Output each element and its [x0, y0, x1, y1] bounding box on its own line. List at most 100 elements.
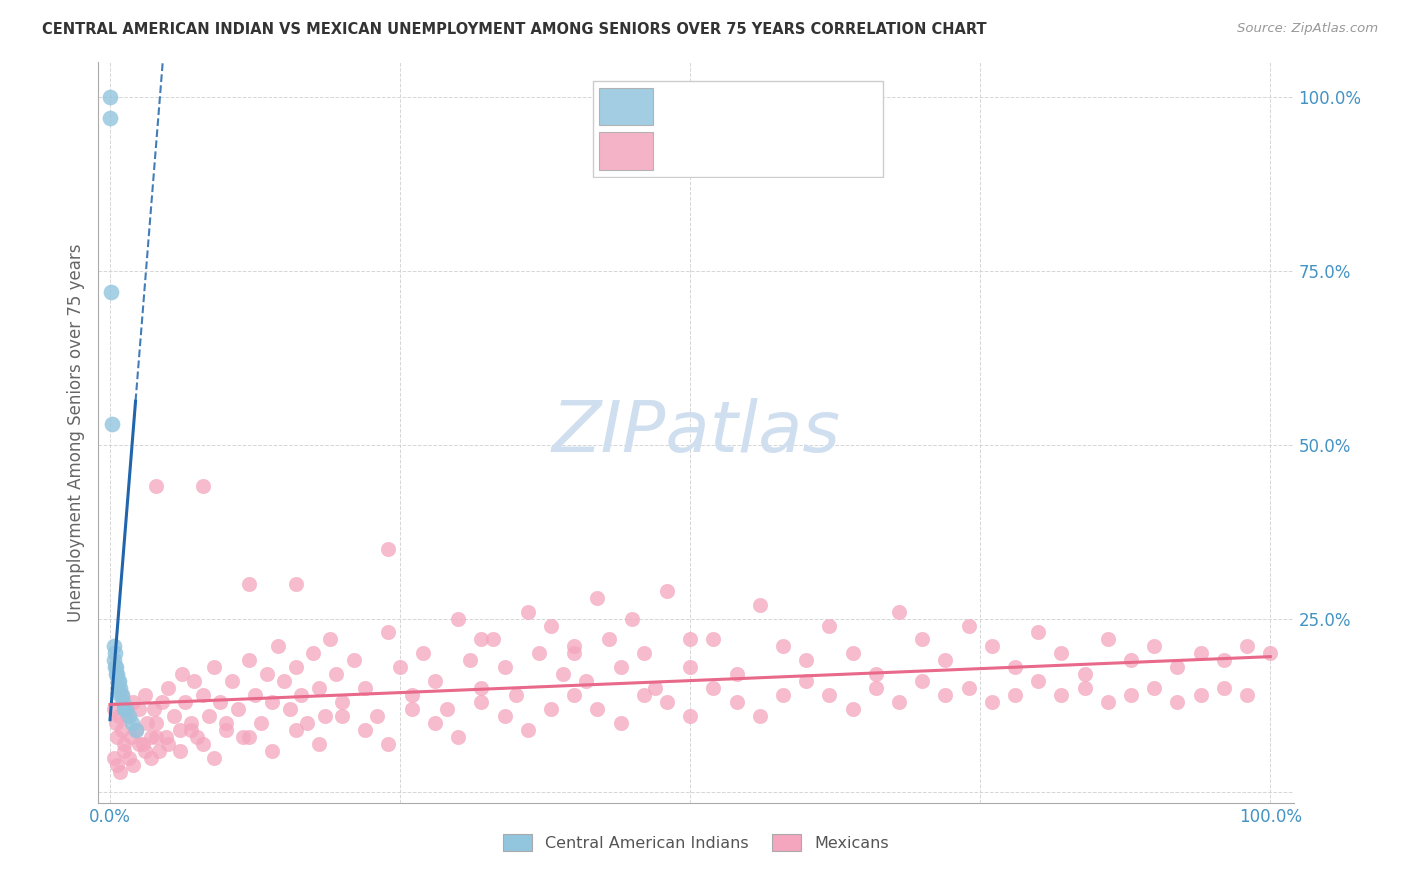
- Point: [150, 695, 173, 709]
- Point: [748, 598, 770, 612]
- Point: [110, 681, 132, 695]
- Point: [238, 653, 260, 667]
- Point: [105, 667, 128, 681]
- Point: [169, 723, 191, 737]
- Point: [1097, 632, 1119, 647]
- Point: [108, 709, 131, 723]
- Point: [98, 111, 121, 125]
- Point: [308, 681, 330, 695]
- Point: [818, 618, 841, 632]
- Point: [104, 715, 127, 730]
- Point: [104, 667, 127, 681]
- Point: [98, 90, 121, 104]
- Point: [314, 709, 336, 723]
- Point: [122, 695, 145, 709]
- Point: [100, 285, 122, 299]
- Point: [377, 542, 399, 557]
- Point: [155, 730, 177, 744]
- Point: [121, 715, 143, 730]
- Point: [191, 688, 214, 702]
- Point: [794, 674, 817, 689]
- Point: [180, 723, 202, 737]
- Point: [540, 702, 562, 716]
- Point: [115, 702, 138, 716]
- Point: [679, 709, 702, 723]
- Point: [865, 667, 887, 681]
- Point: [1212, 653, 1234, 667]
- Text: N = 172: N = 172: [789, 142, 862, 160]
- Point: [494, 709, 516, 723]
- Point: [423, 715, 446, 730]
- Point: [447, 611, 470, 625]
- Point: [232, 730, 254, 744]
- Point: [105, 757, 128, 772]
- Point: [1236, 688, 1258, 702]
- Point: [1004, 660, 1026, 674]
- Point: [238, 577, 260, 591]
- Point: [169, 744, 191, 758]
- Point: [284, 723, 307, 737]
- Point: [1097, 695, 1119, 709]
- Point: [117, 709, 139, 723]
- Text: N =  23: N = 23: [789, 98, 856, 116]
- Point: [865, 681, 887, 695]
- Point: [111, 688, 134, 702]
- Point: [128, 737, 150, 751]
- Point: [1119, 653, 1142, 667]
- Point: [103, 640, 125, 654]
- Point: [104, 660, 127, 674]
- Point: [191, 479, 214, 493]
- Point: [290, 688, 312, 702]
- Point: [841, 702, 863, 716]
- Point: [540, 618, 562, 632]
- Point: [330, 695, 353, 709]
- Point: [278, 702, 301, 716]
- Point: [139, 750, 162, 764]
- Point: [621, 611, 644, 625]
- Point: [250, 715, 273, 730]
- Point: [655, 583, 678, 598]
- Point: [134, 688, 156, 702]
- Point: [183, 674, 205, 689]
- Point: [145, 730, 167, 744]
- Point: [494, 660, 516, 674]
- Point: [598, 632, 620, 647]
- Point: [772, 688, 794, 702]
- Point: [1212, 681, 1234, 695]
- Point: [412, 646, 434, 660]
- Point: [284, 577, 307, 591]
- Point: [887, 695, 910, 709]
- Point: [107, 681, 129, 695]
- Point: [1004, 688, 1026, 702]
- Point: [980, 640, 1002, 654]
- Point: [562, 646, 585, 660]
- Point: [1119, 688, 1142, 702]
- Point: [111, 695, 134, 709]
- Point: [111, 723, 134, 737]
- Point: [112, 744, 135, 758]
- Text: R = 0.306: R = 0.306: [668, 142, 751, 160]
- Point: [1189, 688, 1212, 702]
- Point: [725, 695, 748, 709]
- Point: [377, 737, 399, 751]
- Point: [103, 653, 125, 667]
- Point: [470, 695, 492, 709]
- Point: [104, 660, 127, 674]
- Point: [818, 688, 841, 702]
- Point: [131, 737, 153, 751]
- Point: [174, 695, 197, 709]
- Point: [262, 695, 284, 709]
- Point: [772, 640, 794, 654]
- Point: [105, 730, 128, 744]
- Point: [377, 625, 399, 640]
- Point: [163, 709, 186, 723]
- Point: [197, 709, 219, 723]
- Point: [679, 660, 702, 674]
- Point: [934, 653, 956, 667]
- Point: [143, 702, 166, 716]
- Point: [562, 688, 585, 702]
- Point: [112, 737, 135, 751]
- Point: [516, 723, 538, 737]
- Text: Source: ZipAtlas.com: Source: ZipAtlas.com: [1237, 22, 1378, 36]
- Legend: Central American Indians, Mexicans: Central American Indians, Mexicans: [496, 828, 896, 858]
